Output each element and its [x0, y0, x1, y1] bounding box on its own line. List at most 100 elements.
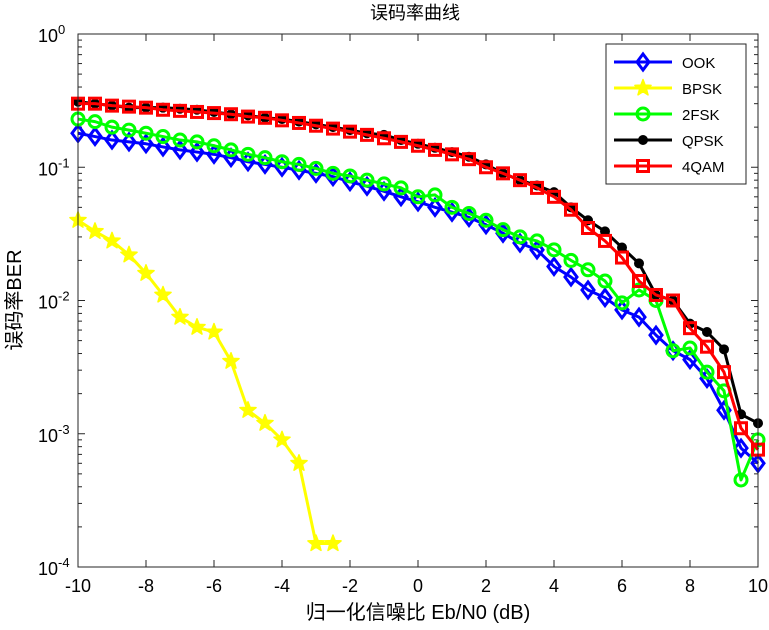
data-point-2fsk [461, 205, 477, 221]
y-axis-label: 误码率BER [3, 249, 26, 350]
data-point-4qam [275, 113, 289, 128]
data-point-4qam [666, 293, 680, 308]
data-point-2fsk [325, 165, 341, 181]
data-point-4qam [394, 134, 408, 149]
data-point-2fsk [444, 199, 460, 215]
data-point-4qam [683, 321, 697, 336]
data-point-bpsk [239, 401, 257, 418]
data-point-4qam [564, 202, 578, 217]
data-point-ook [733, 437, 749, 459]
legend-label-2fsk: 2FSK [682, 107, 720, 124]
data-point-2fsk [376, 176, 392, 192]
data-point-4qam [411, 138, 425, 153]
data-point-2fsk [546, 242, 562, 258]
data-point-bpsk [307, 534, 325, 552]
data-point-4qam [428, 142, 442, 157]
data-point-4qam [513, 173, 527, 188]
data-point-bpsk [120, 245, 138, 263]
y-tick-label: 10-2 [38, 289, 70, 313]
y-tick-label-exponent: 0 [58, 22, 65, 37]
data-point-2fsk [274, 154, 290, 170]
data-point-4qam [343, 124, 357, 139]
data-point-4qam [241, 109, 255, 124]
x-tick-label: 0 [413, 576, 423, 596]
y-tick-label-exponent: -2 [58, 289, 70, 304]
data-point-2fsk [308, 160, 324, 176]
data-point-4qam [122, 99, 136, 114]
data-point-2fsk [121, 122, 137, 138]
plot-frame [77, 33, 759, 568]
data-point-bpsk [273, 430, 291, 448]
data-point-2fsk [410, 189, 426, 205]
legend-marker-2fsk [635, 106, 651, 122]
data-point-bpsk [103, 231, 121, 249]
data-point-4qam [717, 365, 731, 380]
data-point-ook [189, 141, 205, 163]
data-point-bpsk [188, 317, 206, 335]
data-point-bpsk [222, 352, 240, 369]
data-point-2fsk [682, 340, 698, 356]
data-point-2fsk [138, 125, 154, 141]
data-point-qpsk [634, 258, 644, 269]
y-tick-label: 10-3 [38, 422, 70, 446]
data-point-2fsk [240, 146, 256, 162]
x-tick-label: -4 [274, 576, 290, 596]
x-axis-label: 归一化信噪比 Eb/N0 (dB) [306, 601, 530, 624]
data-point-4qam [292, 115, 306, 130]
data-point-4qam [139, 100, 153, 115]
data-point-ook [172, 139, 188, 161]
data-point-4qam [173, 103, 187, 118]
data-point-2fsk [257, 150, 273, 166]
data-point-4qam [190, 104, 204, 119]
y-tick-label-exponent: -4 [58, 555, 70, 570]
legend-marker-ook [635, 51, 651, 73]
data-point-4qam [530, 180, 544, 195]
legend-item-qpsk: QPSK [614, 133, 724, 150]
data-point-4qam [700, 339, 714, 354]
data-point-4qam [224, 107, 238, 122]
data-point-2fsk [189, 134, 205, 150]
data-point-2fsk [563, 252, 579, 268]
data-point-bpsk [171, 307, 189, 325]
data-point-4qam [360, 127, 374, 142]
data-point-ook [87, 126, 103, 148]
legend-item-2fsk: 2FSK [614, 106, 720, 124]
x-tick-label: 4 [549, 576, 559, 596]
data-point-4qam [649, 287, 663, 302]
y-tick-label-base: 10 [38, 293, 58, 313]
data-point-ook [648, 324, 664, 346]
y-tick-label-base: 10 [38, 559, 58, 579]
data-point-4qam [462, 152, 476, 167]
data-point-2fsk [342, 168, 358, 184]
data-point-4qam [734, 421, 748, 436]
legend-label-4qam: 4QAM [682, 159, 725, 176]
data-point-4qam [632, 274, 646, 289]
data-point-4qam [598, 233, 612, 248]
data-point-qpsk [719, 344, 729, 355]
data-point-4qam [309, 118, 323, 133]
data-point-2fsk [597, 273, 613, 289]
data-point-2fsk [172, 132, 188, 148]
x-tick-label: -8 [138, 576, 154, 596]
data-point-2fsk [206, 138, 222, 154]
data-point-2fsk [291, 156, 307, 172]
data-point-ook [563, 266, 579, 288]
series-4qam [71, 96, 765, 457]
data-point-4qam [207, 106, 221, 121]
y-tick-label-base: 10 [38, 26, 58, 46]
legend-marker-bpsk [634, 78, 652, 96]
data-point-ook [104, 129, 120, 151]
data-point-ook [682, 349, 698, 371]
data-point-2fsk [478, 212, 494, 228]
data-point-2fsk [155, 129, 171, 145]
data-point-ook [580, 279, 596, 301]
data-point-bpsk [154, 285, 172, 303]
y-tick-label: 100 [38, 22, 65, 46]
x-tick-label: -10 [65, 576, 91, 596]
data-point-2fsk [529, 233, 545, 249]
legend-marker-qpsk [638, 135, 648, 145]
data-point-2fsk [631, 282, 647, 298]
legend-item-bpsk: BPSK [614, 78, 722, 98]
